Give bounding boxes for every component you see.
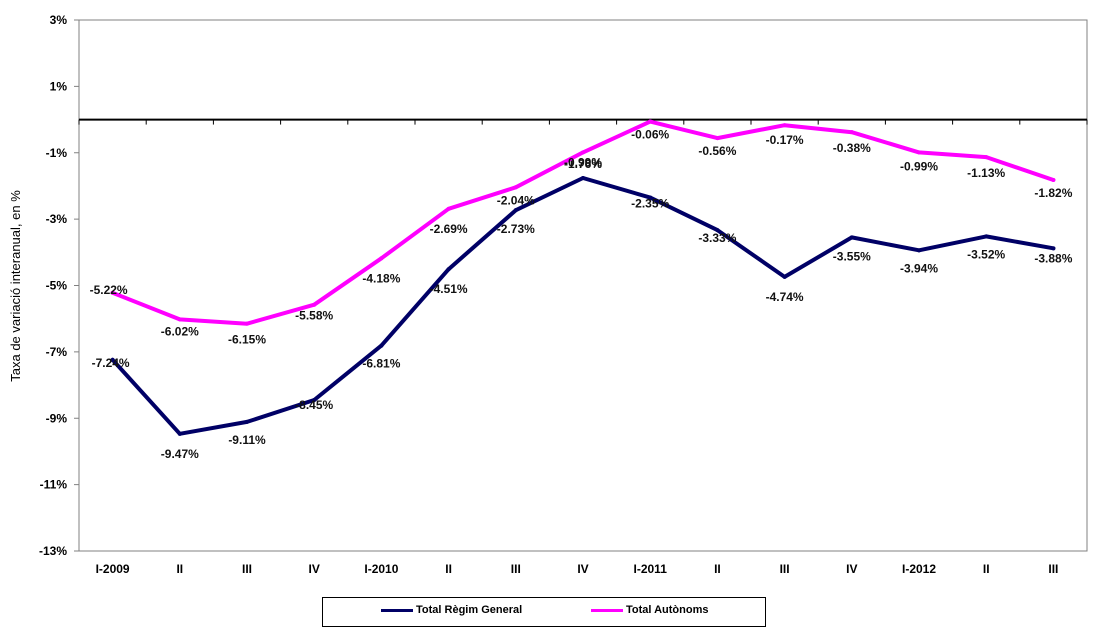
data-point bbox=[849, 235, 854, 240]
data-label: -4.18% bbox=[362, 271, 400, 285]
legend-swatch-series-2 bbox=[591, 608, 623, 612]
y-tick-label: 1% bbox=[50, 79, 68, 93]
data-label: -0.56% bbox=[698, 144, 736, 158]
data-label: -0.38% bbox=[833, 141, 871, 155]
data-point bbox=[648, 119, 653, 124]
x-tick-label: III bbox=[780, 562, 790, 576]
data-label: -4.74% bbox=[766, 290, 804, 304]
x-tick-label: III bbox=[242, 562, 252, 576]
data-label: -6.15% bbox=[228, 333, 266, 347]
data-label: -9.11% bbox=[228, 433, 266, 447]
y-tick-label: -3% bbox=[46, 212, 68, 226]
legend-label-series-1: Total Règim General bbox=[416, 604, 523, 616]
data-point bbox=[782, 123, 787, 128]
data-point bbox=[177, 317, 182, 322]
data-point bbox=[513, 185, 518, 190]
legend: Total Règim General Total Autònoms bbox=[322, 597, 766, 627]
data-point bbox=[1051, 246, 1056, 251]
data-point bbox=[648, 195, 653, 200]
data-label: -0.06% bbox=[631, 128, 669, 142]
data-label: -4.51% bbox=[430, 282, 468, 296]
data-label: -3.94% bbox=[900, 261, 938, 275]
x-tick-label: III bbox=[1048, 562, 1058, 576]
y-tick-label: 3% bbox=[50, 13, 68, 27]
data-label: -6.81% bbox=[362, 357, 400, 371]
data-label: -7.24% bbox=[92, 356, 130, 370]
data-label: -8.45% bbox=[295, 398, 333, 412]
x-tick-label: I-2012 bbox=[902, 562, 936, 576]
x-tick-label: II bbox=[714, 562, 721, 576]
data-label: -6.02% bbox=[161, 324, 199, 338]
data-point bbox=[312, 397, 317, 402]
data-point bbox=[245, 321, 249, 326]
data-point bbox=[581, 175, 585, 180]
y-tick-label: -5% bbox=[46, 279, 68, 293]
data-point bbox=[984, 155, 989, 160]
data-label: -3.52% bbox=[967, 247, 1005, 261]
data-point bbox=[379, 343, 384, 348]
data-label: -3.55% bbox=[833, 249, 871, 263]
data-label: -5.58% bbox=[295, 309, 333, 323]
data-label: -0.99% bbox=[564, 155, 602, 169]
data-label: -0.99% bbox=[900, 159, 938, 173]
y-axis-title: Taxa de variació interanual, en % bbox=[8, 190, 23, 382]
data-point bbox=[984, 234, 989, 239]
data-point bbox=[581, 150, 585, 155]
y-tick-label: -11% bbox=[40, 478, 68, 492]
x-tick-label: III bbox=[511, 562, 521, 576]
legend-label-series-2: Total Autònoms bbox=[626, 604, 709, 616]
data-point bbox=[379, 256, 384, 261]
y-tick-label: -1% bbox=[46, 146, 68, 160]
x-tick-label: II bbox=[176, 562, 183, 576]
y-axis-title-group: Taxa de variació interanual, en % bbox=[8, 190, 23, 382]
data-label: -1.82% bbox=[1034, 186, 1072, 200]
data-label: -5.22% bbox=[90, 283, 128, 297]
plot-frame bbox=[78, 19, 1088, 552]
legend-item-series-1: Total Règim General bbox=[381, 604, 522, 616]
data-label: -2.35% bbox=[631, 197, 669, 211]
data-point bbox=[312, 302, 317, 307]
data-point bbox=[446, 206, 451, 211]
y-tick-label: -7% bbox=[46, 345, 68, 359]
data-point bbox=[1051, 177, 1056, 182]
data-label: -0.17% bbox=[766, 133, 804, 147]
data-label: -1.76% bbox=[564, 157, 602, 171]
data-point bbox=[917, 248, 921, 253]
data-point bbox=[177, 431, 182, 436]
x-tick-label: IV bbox=[309, 562, 320, 576]
y-tick-label: -13% bbox=[39, 544, 67, 558]
x-tick-label: I-2011 bbox=[634, 562, 668, 576]
data-label: -9.47% bbox=[161, 447, 199, 461]
x-tick-label: IV bbox=[846, 562, 857, 576]
data-label: -3.33% bbox=[698, 231, 736, 245]
data-point bbox=[849, 130, 854, 135]
legend-item-series-2: Total Autònoms bbox=[591, 604, 709, 616]
data-label: -2.73% bbox=[497, 222, 535, 236]
data-point bbox=[715, 136, 720, 141]
x-tick-label: I-2010 bbox=[364, 562, 398, 576]
x-tick-label: II bbox=[445, 562, 452, 576]
x-tick-label: I-2009 bbox=[96, 562, 130, 576]
data-label: -2.69% bbox=[430, 222, 468, 236]
data-point bbox=[245, 419, 249, 424]
data-point bbox=[782, 274, 787, 279]
x-tick-label: II bbox=[983, 562, 990, 576]
data-label: -2.04% bbox=[497, 193, 535, 207]
data-point bbox=[715, 228, 720, 233]
data-point bbox=[446, 267, 451, 272]
data-point bbox=[917, 150, 921, 155]
legend-swatch-series-1 bbox=[381, 608, 413, 612]
data-point bbox=[110, 290, 115, 295]
data-label: -3.88% bbox=[1034, 251, 1072, 265]
data-label: -1.13% bbox=[967, 166, 1005, 180]
plot-area: 3%1%-1%-3%-5%-7%-9%-11%-13%I-2009 II III IV… bbox=[39, 13, 1088, 576]
x-tick-label: IV bbox=[577, 562, 588, 576]
data-point bbox=[513, 208, 518, 213]
y-tick-label: -9% bbox=[46, 411, 68, 425]
data-point bbox=[110, 357, 115, 362]
